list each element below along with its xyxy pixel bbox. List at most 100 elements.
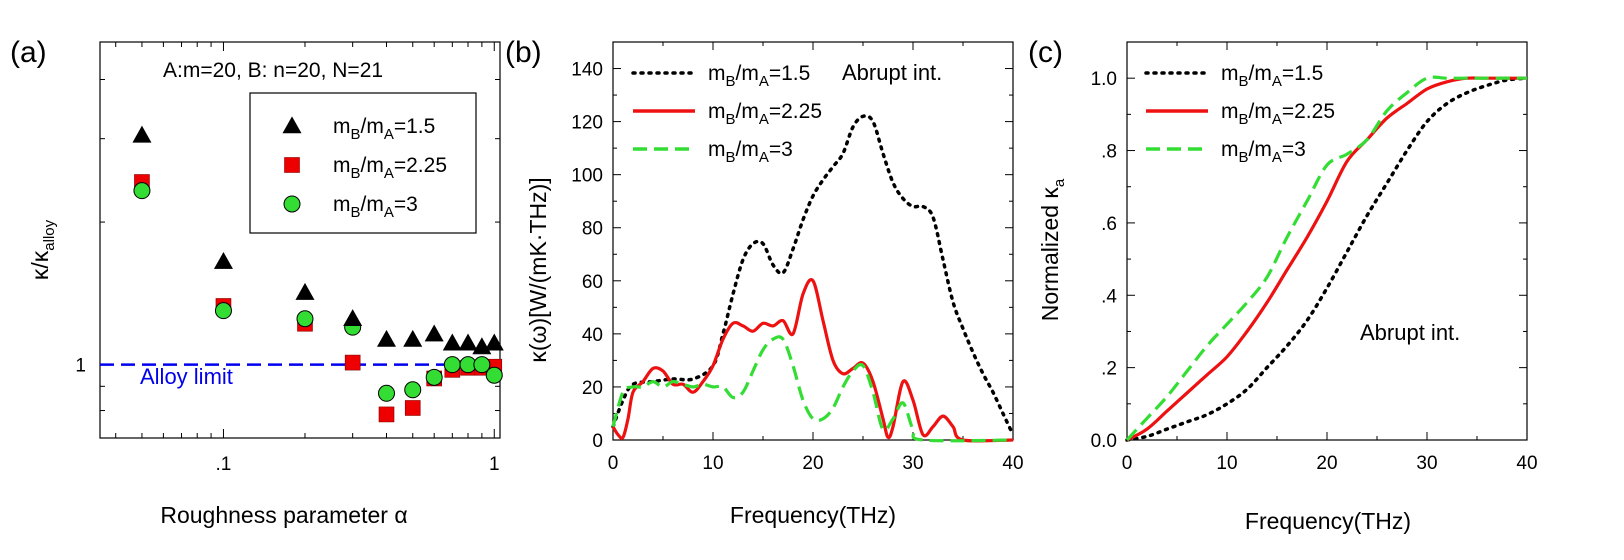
panel-b-legend-label-sub2: A <box>759 73 769 90</box>
panel-c-ytick-label: .6 <box>1101 214 1117 235</box>
panel-b-xtick-label: 20 <box>802 453 823 474</box>
panel-b-xlabel: Frequency(THz) <box>730 502 896 528</box>
panel-a-legend-label-tail: =2.25 <box>394 154 447 177</box>
panel-c-ytick-label: .2 <box>1101 359 1117 380</box>
panel-a-frame <box>99 41 501 439</box>
panel-b-legend-label-sub2: A <box>759 111 769 128</box>
panel-a-point-circle <box>378 384 396 402</box>
panel-c-legend-label: mB/mA=1.5 <box>1221 62 1323 90</box>
panel-a-legend-label: mB/mA=1.5 <box>333 115 435 143</box>
panel-c-xtick-label: 40 <box>1516 453 1537 474</box>
panel-c-ylabel-main: Normalized κ <box>1037 187 1063 322</box>
panel-b-ytick-label: 120 <box>571 113 603 134</box>
panel-a-point-circle <box>296 310 314 328</box>
panel-a-legend-label-sub1: B <box>351 165 361 182</box>
panel-b-legend-label-sub1: B <box>726 73 736 90</box>
panel-b-xtick-label: 40 <box>1002 453 1023 474</box>
panel-b-ytick-label: 140 <box>571 60 603 81</box>
panel-a-legend-label: mB/mA=3 <box>333 193 418 221</box>
panel-c-xtick-label: 20 <box>1316 453 1337 474</box>
panel-c-legend-label-mid: /m <box>1249 100 1272 123</box>
panel-c-series-line-dotted <box>1125 76 1529 442</box>
panel-a-xtick-label: 1 <box>489 454 500 475</box>
panel-c-legend-label-tail: =2.25 <box>1282 100 1335 123</box>
panel-a-legend-label-mid: /m <box>361 193 384 216</box>
panel-b-legend-label: mB/mA=1.5 <box>708 62 810 90</box>
panel-b-legend-label-m: m <box>708 62 726 85</box>
panel-a-point-circle <box>425 368 443 386</box>
panel-c-xtick-label: 0 <box>1122 453 1133 474</box>
panel-b-legend-label-tail: =2.25 <box>769 100 822 123</box>
panel-c-legend-label-m: m <box>1221 138 1239 161</box>
panel-c-xtick-label: 10 <box>1216 453 1237 474</box>
panel-b-xtick-label: 10 <box>702 453 723 474</box>
panel-c-legend-label-m: m <box>1221 100 1239 123</box>
panel-a-point-triangle <box>458 333 478 351</box>
panel-c-legend-label-mid: /m <box>1249 62 1272 85</box>
panel-c-ytick-label: 1.0 <box>1091 69 1117 90</box>
panel-a-legend-label-m: m <box>333 154 351 177</box>
panel-b-ytick-label: 20 <box>582 378 603 399</box>
panel-b-legend-label-sub1: B <box>726 149 736 166</box>
panel-b-annotation: Abrupt int. <box>842 60 942 85</box>
panel-b-ytick-label: 80 <box>582 219 603 240</box>
panel-c-ytick-label: .4 <box>1101 286 1117 307</box>
panel-a-legend-label-m: m <box>333 193 351 216</box>
panel-c-ylabel-sub: a <box>1051 178 1068 187</box>
panel-a-ytick-label: 1 <box>75 356 86 377</box>
panel-a-legend-label-mid: /m <box>361 115 384 138</box>
panel-c-legend-label-sub2: A <box>1272 149 1282 166</box>
panel-b-label: (b) <box>505 36 542 69</box>
panel-a-legend-label-sub2: A <box>384 165 394 182</box>
alloy-limit-label: Alloy limit <box>140 364 233 389</box>
panel-a-point-triangle <box>403 329 423 347</box>
panel-c-legend-label-sub2: A <box>1272 73 1282 90</box>
panel-a-point-circle <box>133 182 151 200</box>
panel-b-ytick-label: 40 <box>582 325 603 346</box>
panel-a-point-circle <box>404 381 422 399</box>
panel-a-point-square <box>344 354 361 371</box>
panel-c-ylabel: Normalized κa <box>1037 178 1068 321</box>
panel-b-legend-label: mB/mA=3 <box>708 138 793 166</box>
panel-a-legend-label-mid: /m <box>361 154 384 177</box>
panel-a-legend-label-m: m <box>333 115 351 138</box>
panel-b-series-line-solid <box>611 278 1014 443</box>
panel-c-legend-label-sub1: B <box>1239 149 1249 166</box>
panel-c-legend-label-mid: /m <box>1249 138 1272 161</box>
panel-a-legend-label-sub2: A <box>384 204 394 221</box>
panel-a-point-circle <box>473 356 491 374</box>
panel-c-legend-label: mB/mA=3 <box>1221 138 1306 166</box>
panel-b-legend-label: mB/mA=2.25 <box>708 100 822 128</box>
panel-c-xlabel: Frequency(THz) <box>1245 508 1411 534</box>
panel-c-legend-label-sub1: B <box>1239 73 1249 90</box>
panel-a-point-triangle <box>376 329 397 347</box>
panel-c-label: (c) <box>1028 36 1063 69</box>
panel-a-legend-label-tail: =3 <box>394 193 418 216</box>
panel-b-legend-label-sub2: A <box>759 149 769 166</box>
panel-c-xtick-label: 30 <box>1416 453 1437 474</box>
panel-c-legend-label-sub1: B <box>1239 111 1249 128</box>
panel-c-legend-label-m: m <box>1221 62 1239 85</box>
panel-b-ytick-label: 0 <box>592 431 603 452</box>
panel-b-xtick-label: 30 <box>902 453 923 474</box>
panel-a-legend-marker-triangle <box>282 116 302 134</box>
panel-a-xlabel: Roughness parameter α <box>160 502 407 528</box>
panel-c-series-line-solid <box>1126 76 1527 442</box>
panel-b-legend-label-mid: /m <box>736 62 759 85</box>
panel-a-legend-label-sub2: A <box>384 126 394 143</box>
panel-b-xtick-label: 0 <box>608 453 619 474</box>
panel-b-ytick-label: 60 <box>582 272 603 293</box>
panel-a-point-triangle <box>295 282 315 300</box>
panel-a-legend-label: mB/mA=2.25 <box>333 154 447 182</box>
panel-c-legend-label-sub2: A <box>1272 111 1282 128</box>
panel-b-legend-label-mid: /m <box>736 138 759 161</box>
panel-c-chart: 0 10 20 30 400.0.2.4.6.81.0 mB/mA=1.5mB/mA=2.… <box>1091 41 1538 474</box>
panel-a-point-triangle <box>343 309 363 327</box>
panel-a-point-circle <box>443 356 461 374</box>
panel-a-point-circle <box>485 366 503 384</box>
panel-a-point-triangle <box>213 252 233 269</box>
panel-a-point-square <box>378 406 395 423</box>
panel-c-annotation: Abrupt int. <box>1360 320 1460 345</box>
